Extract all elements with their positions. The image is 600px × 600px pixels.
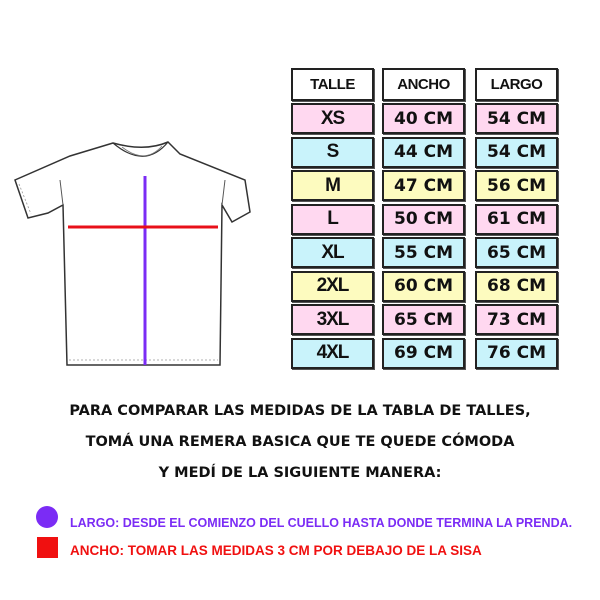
cell-largo: 56 CM bbox=[475, 170, 558, 201]
cell-largo: 54 CM bbox=[475, 103, 558, 134]
header-largo-text: LARGO bbox=[490, 76, 543, 93]
cell-ancho-text: 69 CM bbox=[394, 343, 453, 363]
cell-ancho: 55 CM bbox=[382, 237, 465, 268]
cell-largo-text: 76 CM bbox=[487, 343, 546, 363]
cell-talle: 3XL bbox=[291, 304, 374, 335]
cell-talle: 2XL bbox=[291, 270, 374, 302]
cell-talle: 4XL bbox=[291, 337, 374, 369]
circle-icon bbox=[36, 506, 58, 528]
cell-largo: 68 CM bbox=[475, 270, 558, 302]
cell-ancho-text: 60 CM bbox=[394, 276, 453, 296]
tshirt-diagram bbox=[14, 141, 251, 366]
header-ancho-text: ANCHO bbox=[397, 76, 450, 93]
cell-largo-text: 56 CM bbox=[487, 175, 546, 196]
cell-ancho: 69 CM bbox=[382, 337, 465, 369]
cell-largo: 54 CM bbox=[475, 136, 558, 168]
legend-largo: LARGO: DESDE EL COMIENZO DEL CUELLO HAST… bbox=[70, 516, 573, 530]
cell-ancho: 47 CM bbox=[382, 170, 465, 201]
header-talle: TALLE bbox=[291, 68, 374, 101]
cell-ancho: 44 CM bbox=[382, 136, 465, 168]
cell-ancho-text: 44 CM bbox=[394, 142, 453, 162]
cell-ancho-text: 55 CM bbox=[394, 242, 453, 263]
instruction-line-2: TOMÁ UNA REMERA BASICA QUE TE QUEDE CÓMO… bbox=[85, 434, 515, 450]
cell-talle-text: XL bbox=[321, 241, 344, 263]
cell-ancho: 40 CM bbox=[382, 103, 465, 134]
cell-ancho: 50 CM bbox=[382, 203, 465, 235]
cell-ancho-text: 50 CM bbox=[394, 209, 453, 229]
cell-largo-text: 65 CM bbox=[487, 242, 546, 263]
instruction-line-3: Y MEDÍ DE LA SIGUIENTE MANERA: bbox=[158, 465, 442, 481]
cell-largo: 73 CM bbox=[475, 304, 558, 335]
cell-largo-text: 54 CM bbox=[487, 142, 546, 162]
cell-talle: S bbox=[291, 136, 374, 168]
cell-talle: XL bbox=[291, 237, 374, 268]
tshirt-outline bbox=[14, 141, 251, 366]
legend-ancho: ANCHO: TOMAR LAS MEDIDAS 3 CM POR DEBAJO… bbox=[70, 543, 482, 558]
cell-largo: 61 CM bbox=[475, 203, 558, 235]
cell-talle-text: L bbox=[327, 208, 339, 229]
cell-largo: 65 CM bbox=[475, 237, 558, 268]
square-icon bbox=[37, 537, 58, 558]
cell-ancho-text: 40 CM bbox=[394, 108, 453, 129]
cell-talle-text: XS bbox=[320, 107, 345, 129]
cell-ancho-text: 47 CM bbox=[394, 175, 453, 196]
cell-talle-text: 2XL bbox=[316, 275, 350, 296]
cell-largo-text: 61 CM bbox=[487, 209, 546, 229]
cell-ancho: 60 CM bbox=[382, 270, 465, 302]
cell-largo: 76 CM bbox=[475, 337, 558, 369]
cell-talle-text: 4XL bbox=[316, 342, 350, 363]
cell-talle: L bbox=[291, 203, 374, 235]
cell-talle: M bbox=[291, 170, 374, 201]
header-largo: LARGO bbox=[475, 68, 558, 101]
cell-talle: XS bbox=[291, 103, 374, 134]
cell-largo-text: 54 CM bbox=[487, 108, 546, 129]
instruction-line-1: PARA COMPARAR LAS MEDIDAS DE LA TABLA DE… bbox=[69, 403, 531, 419]
cell-ancho: 65 CM bbox=[382, 304, 465, 335]
header-talle-text: TALLE bbox=[310, 76, 355, 93]
cell-largo-text: 73 CM bbox=[487, 309, 546, 330]
cell-talle-text: 3XL bbox=[316, 308, 350, 330]
cell-talle-text: M bbox=[325, 174, 341, 196]
cell-ancho-text: 65 CM bbox=[394, 309, 453, 330]
cell-talle-text: S bbox=[326, 141, 340, 162]
header-ancho: ANCHO bbox=[382, 68, 465, 101]
cell-largo-text: 68 CM bbox=[487, 276, 546, 296]
